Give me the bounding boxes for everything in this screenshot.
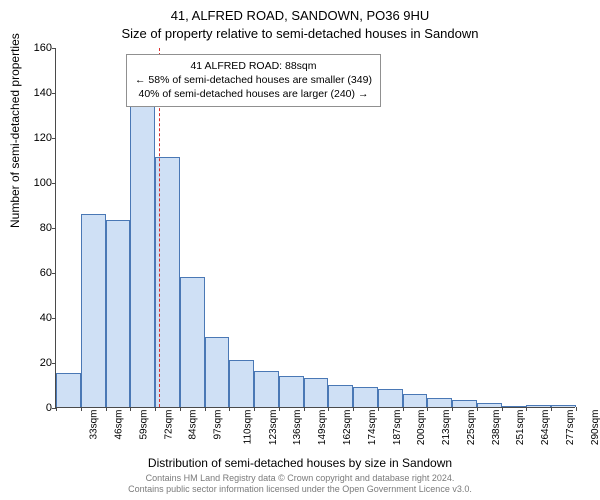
x-tick-label: 187sqm — [392, 410, 403, 446]
x-axis-label: Distribution of semi-detached houses by … — [0, 456, 600, 470]
histogram-bar — [477, 403, 502, 408]
histogram-bar — [526, 405, 551, 407]
histogram-bar — [205, 337, 230, 407]
x-tick-label: 277sqm — [565, 410, 576, 446]
x-tick-label: 97sqm — [213, 410, 224, 440]
x-tick-label: 123sqm — [268, 410, 279, 446]
y-tick-label: 0 — [24, 402, 52, 414]
histogram-bar — [502, 406, 527, 407]
y-tick-label: 80 — [24, 222, 52, 234]
histogram-bar — [130, 103, 155, 407]
plot-area: 02040608010012014016033sqm46sqm59sqm72sq… — [55, 48, 575, 408]
x-tick-label: 59sqm — [138, 410, 149, 440]
x-tick-label: 251sqm — [515, 410, 526, 446]
histogram-bar — [353, 387, 378, 407]
x-tick-label: 72sqm — [163, 410, 174, 440]
x-tick-label: 225sqm — [466, 410, 477, 446]
x-tick-label: 290sqm — [590, 410, 600, 446]
x-tick-label: 213sqm — [441, 410, 452, 446]
histogram-bar — [106, 220, 131, 407]
x-tick-label: 46sqm — [114, 410, 125, 440]
y-tick-label: 100 — [24, 177, 52, 189]
histogram-bar — [378, 389, 403, 407]
x-tick-label: 264sqm — [540, 410, 551, 446]
x-tick-label: 162sqm — [342, 410, 353, 446]
histogram-bar — [304, 378, 329, 407]
y-tick-label: 120 — [24, 132, 52, 144]
annotation-line2: ← 58% of semi-detached houses are smalle… — [135, 73, 372, 87]
histogram-bar — [81, 214, 106, 408]
attribution-line2: Contains public sector information licen… — [0, 484, 600, 496]
histogram-bar — [551, 405, 576, 407]
y-tick-label: 140 — [24, 87, 52, 99]
attribution-text: Contains HM Land Registry data © Crown c… — [0, 473, 600, 496]
histogram-bar — [56, 373, 81, 407]
y-tick-label: 20 — [24, 357, 52, 369]
histogram-bar — [328, 385, 353, 408]
annotation-box: 41 ALFRED ROAD: 88sqm← 58% of semi-detac… — [126, 54, 381, 107]
y-tick-label: 160 — [24, 42, 52, 54]
histogram-bar — [403, 394, 428, 408]
chart-title-line2: Size of property relative to semi-detach… — [0, 26, 600, 41]
x-tick-label: 149sqm — [317, 410, 328, 446]
histogram-bar — [279, 376, 304, 408]
chart-title-line1: 41, ALFRED ROAD, SANDOWN, PO36 9HU — [0, 8, 600, 23]
histogram-bar — [452, 400, 477, 407]
x-tick-label: 174sqm — [367, 410, 378, 446]
attribution-line1: Contains HM Land Registry data © Crown c… — [0, 473, 600, 485]
x-tick-label: 238sqm — [491, 410, 502, 446]
x-tick-label: 33sqm — [89, 410, 100, 440]
y-tick-label: 40 — [24, 312, 52, 324]
histogram-chart: 41, ALFRED ROAD, SANDOWN, PO36 9HU Size … — [0, 0, 600, 500]
annotation-line3: 40% of semi-detached houses are larger (… — [135, 87, 372, 101]
y-tick-label: 60 — [24, 267, 52, 279]
x-tick-label: 136sqm — [293, 410, 304, 446]
histogram-bar — [180, 277, 205, 408]
histogram-bar — [229, 360, 254, 407]
histogram-bar — [427, 398, 452, 407]
annotation-line1: 41 ALFRED ROAD: 88sqm — [135, 59, 372, 73]
x-tick-label: 110sqm — [242, 410, 253, 445]
x-tick-label: 200sqm — [416, 410, 427, 446]
histogram-bar — [254, 371, 279, 407]
y-axis-label: Number of semi-detached properties — [8, 33, 22, 228]
x-tick-label: 84sqm — [188, 410, 199, 440]
